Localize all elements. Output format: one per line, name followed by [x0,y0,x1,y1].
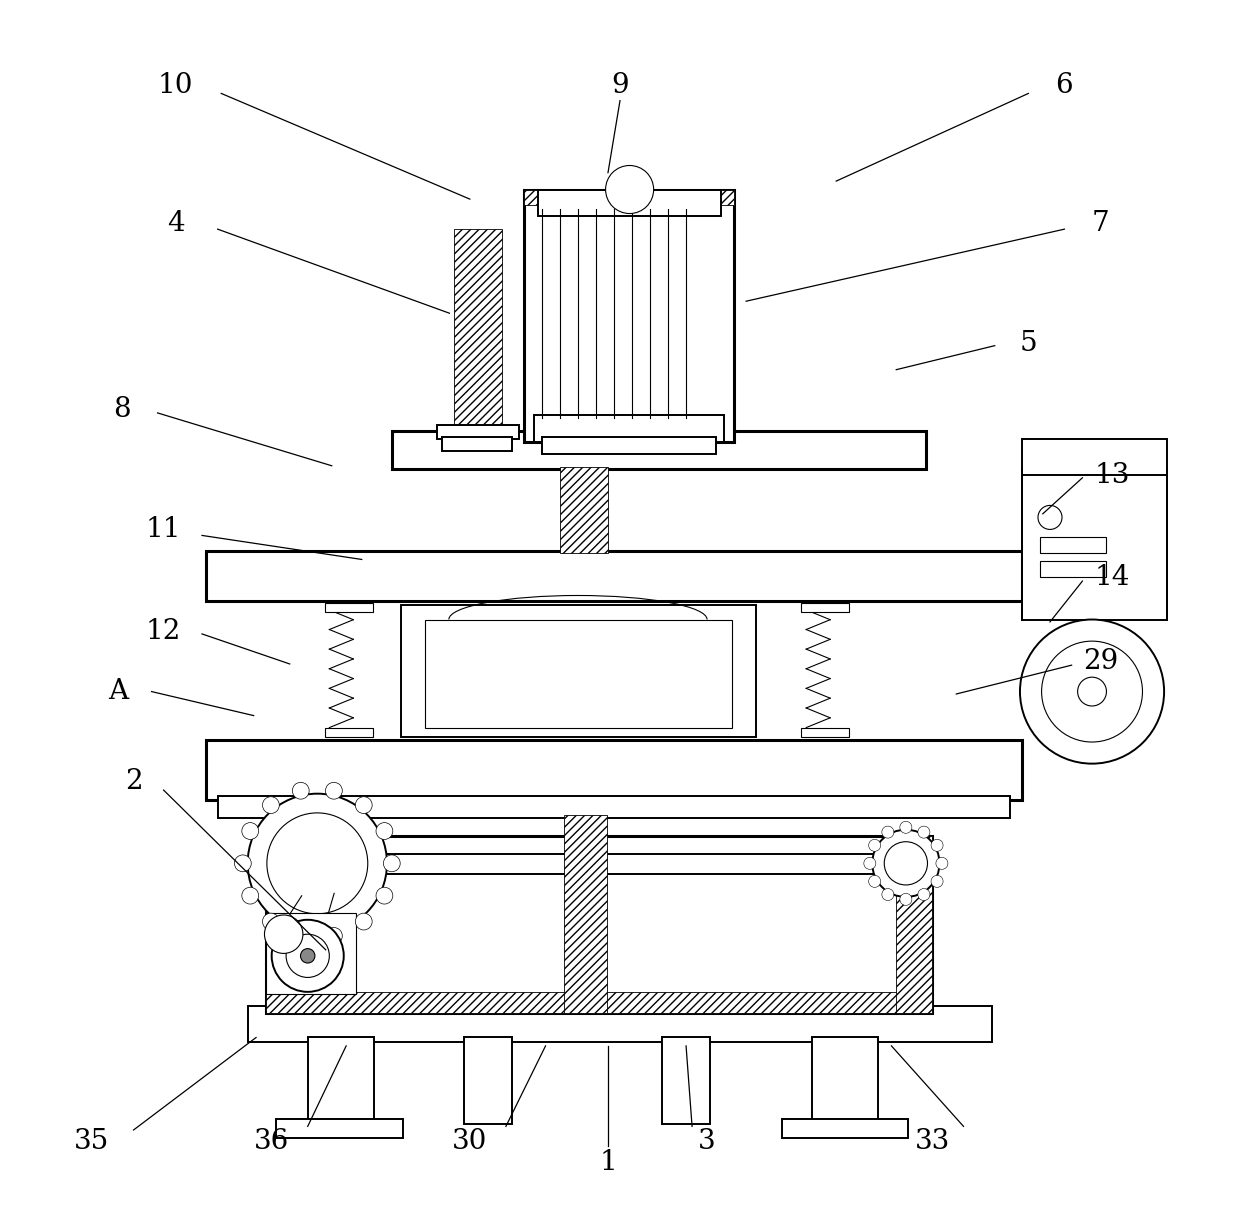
Circle shape [1038,505,1061,530]
Bar [438,425,520,440]
Bar [782,1119,908,1138]
Bar [525,190,734,205]
Circle shape [263,914,279,929]
Text: 4: 4 [166,210,185,237]
Circle shape [383,855,401,871]
Circle shape [900,821,911,833]
Text: 1: 1 [599,1149,616,1176]
Text: 33: 33 [915,1129,950,1155]
Bar [464,1038,512,1124]
Bar [560,467,608,554]
Circle shape [900,893,911,905]
Bar [1040,537,1106,554]
Circle shape [293,927,309,944]
Bar [563,815,606,1013]
Text: 8: 8 [113,396,130,423]
Circle shape [234,855,252,871]
Bar [1040,560,1106,577]
Text: 35: 35 [74,1129,109,1155]
Bar [218,796,1011,818]
Bar [443,437,512,451]
Bar [897,836,932,1013]
Circle shape [293,782,309,799]
Text: 9: 9 [611,72,629,98]
Circle shape [882,826,894,838]
Circle shape [248,793,387,933]
Bar [538,190,720,216]
Text: 13: 13 [1095,462,1130,488]
Circle shape [882,888,894,900]
Bar [402,605,755,738]
Bar [801,728,849,738]
Text: 30: 30 [453,1129,487,1155]
Bar [308,1038,373,1124]
Text: 36: 36 [254,1129,289,1155]
Circle shape [918,888,930,900]
Bar [248,1006,992,1042]
Bar [325,603,372,612]
Circle shape [264,915,303,954]
Circle shape [936,858,947,870]
Circle shape [272,920,343,991]
Text: 3: 3 [698,1129,715,1155]
Bar [525,190,734,442]
Bar [392,431,926,469]
Text: A: A [108,678,128,705]
Circle shape [325,927,342,944]
Bar [265,912,356,994]
Circle shape [242,887,259,904]
Text: 5: 5 [1019,329,1037,357]
Circle shape [1042,642,1142,742]
Circle shape [1021,620,1164,764]
Bar [454,230,502,434]
Circle shape [356,914,372,929]
Circle shape [263,797,279,814]
Circle shape [869,840,880,852]
Circle shape [931,875,944,887]
Bar [812,1038,878,1124]
Bar [206,552,1022,601]
Circle shape [300,949,315,963]
Text: 10: 10 [157,72,193,98]
Bar [206,740,1022,799]
Bar [1022,440,1167,475]
Text: 7: 7 [1091,210,1110,237]
Text: 29: 29 [1083,648,1118,676]
Circle shape [286,934,330,977]
Text: 12: 12 [146,618,181,645]
Circle shape [884,842,928,885]
Bar [265,991,932,1013]
Bar [265,836,932,1013]
Text: 6: 6 [1055,72,1074,98]
Bar [277,1119,403,1138]
Text: 14: 14 [1095,564,1130,590]
Circle shape [931,840,944,852]
Circle shape [869,875,880,887]
Bar [542,437,715,453]
Circle shape [918,826,930,838]
Circle shape [356,797,372,814]
Circle shape [376,887,393,904]
Circle shape [605,165,653,214]
Bar [425,620,732,728]
Text: 2: 2 [125,768,143,795]
Circle shape [1078,677,1106,706]
Circle shape [376,823,393,840]
Circle shape [872,830,940,897]
Text: 11: 11 [146,516,181,543]
Circle shape [864,858,875,870]
Bar [325,728,372,738]
Circle shape [242,823,259,840]
Bar [1022,469,1167,620]
Bar [533,416,724,442]
Circle shape [325,782,342,799]
Bar [801,603,849,612]
Bar [662,1038,711,1124]
Circle shape [267,813,368,914]
